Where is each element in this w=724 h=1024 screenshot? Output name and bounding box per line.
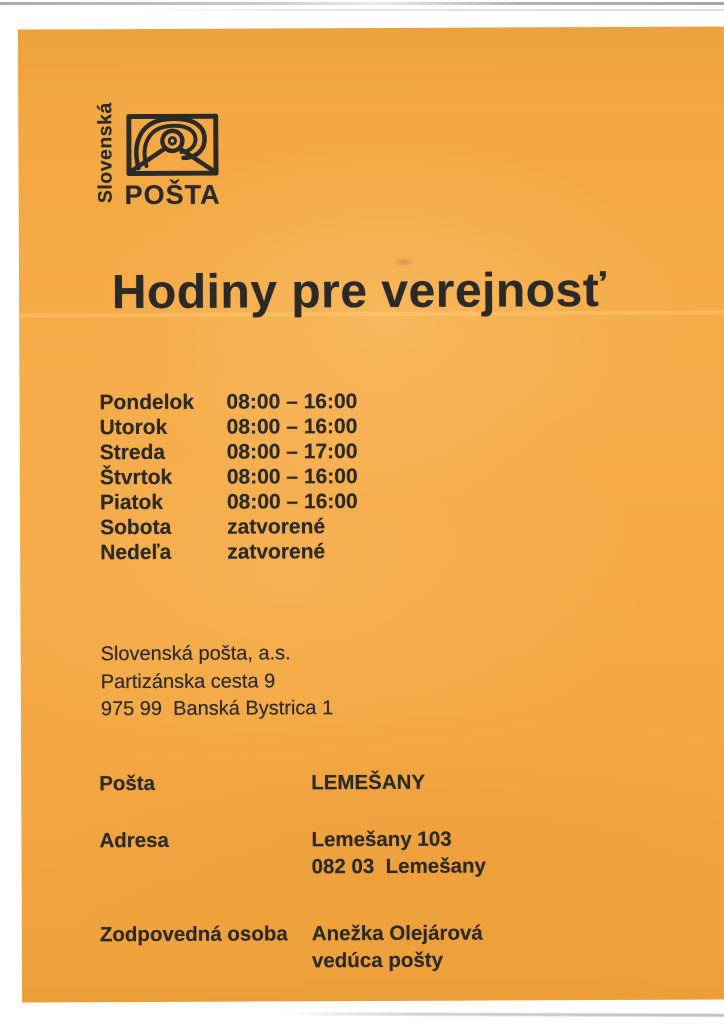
post-office-name: LEMEŠANY: [311, 770, 426, 795]
table-row: Piatok 08:00 – 16:00: [100, 489, 358, 515]
opening-hours-table: Pondelok 08:00 – 16:00 Utorok 08:00 – 16…: [99, 389, 358, 565]
time-value: 08:00 – 16:00: [226, 465, 358, 489]
day-label: Nedeľa: [100, 540, 172, 565]
time-value: 08:00 – 16:00: [226, 490, 358, 514]
office-address-row: Adresa Lemešany 103 082 03 Lemešany: [99, 827, 486, 882]
company-name: Slovenská pošta, a.s.: [100, 642, 291, 666]
day-label: Streda: [99, 440, 166, 465]
scanner-edge-line: [0, 2, 724, 5]
table-row: Štvrtok 08:00 – 16:00: [100, 464, 358, 490]
company-address-block: Slovenská pošta, a.s. Partizánska cesta …: [101, 640, 334, 724]
responsible-person-row: Zodpovedná osoba Anežka Olejárová vedúca…: [100, 921, 483, 976]
table-row: Streda 08:00 – 17:00: [100, 439, 358, 465]
office-address-line: 082 03 Lemešany: [311, 854, 486, 878]
office-address-label: Adresa: [99, 828, 169, 853]
company-city: 975 99 Banská Bystrica 1: [100, 697, 334, 721]
page-title: Hodiny pre verejnosť: [111, 263, 607, 320]
table-row: Utorok 08:00 – 16:00: [100, 414, 358, 440]
time-value: 08:00 – 17:00: [226, 440, 358, 464]
scanner-edge-line-faint: [140, 9, 724, 11]
time-value: zatvorené: [227, 515, 326, 539]
table-row: Nedeľa zatvorené: [100, 539, 358, 565]
day-label: Štvrtok: [99, 465, 173, 490]
responsible-person-name: Anežka Olejárová: [311, 921, 483, 946]
logo-brand-text: POŠTA: [124, 179, 221, 211]
post-office-label: Pošta: [99, 771, 156, 796]
day-label: Pondelok: [99, 390, 195, 415]
logo-vertical-text: Slovenská: [94, 102, 117, 204]
table-row: Sobota zatvorené: [100, 514, 358, 540]
table-row: Pondelok 08:00 – 16:00: [99, 389, 357, 415]
time-value: zatvorené: [227, 540, 326, 564]
scanned-poster-paper: Slovenská POŠTA Hodiny pre verejnosť Pon…: [17, 26, 724, 1003]
time-value: 08:00 – 16:00: [226, 415, 358, 439]
time-value: 08:00 – 16:00: [226, 390, 358, 414]
posthorn-envelope-icon: [126, 113, 219, 177]
day-label: Utorok: [99, 415, 168, 440]
responsible-person-title: vedúca pošty: [311, 948, 444, 972]
office-address-line: Lemešany 103: [311, 827, 452, 852]
day-label: Sobota: [100, 515, 172, 540]
responsible-person-label: Zodpovedná osoba: [99, 922, 288, 947]
scan-shadow: [279, 1012, 724, 1017]
day-label: Piatok: [99, 490, 164, 515]
post-office-row: Pošta LEMEŠANY: [99, 770, 425, 798]
company-street: Partizánska cesta 9: [100, 669, 276, 693]
